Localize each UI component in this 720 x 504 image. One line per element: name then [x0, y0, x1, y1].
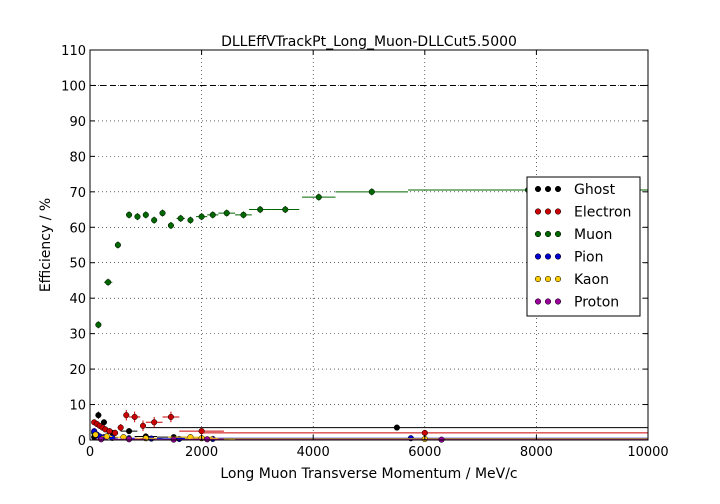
legend-marker — [534, 253, 542, 260]
data-point — [95, 412, 102, 419]
data-point — [112, 429, 119, 436]
data-point — [142, 211, 149, 218]
legend-marker — [544, 230, 552, 238]
legend-marker — [554, 230, 562, 238]
x-axis-label: Long Muon Transverse Momentum / MeV/c — [220, 466, 517, 482]
x-tick-label: 4000 — [297, 445, 330, 460]
data-point — [134, 213, 141, 220]
data-point — [393, 424, 400, 431]
data-point — [139, 422, 147, 429]
y-tick-label: 0 — [78, 434, 86, 449]
y-tick-label: 90 — [69, 115, 86, 130]
data-point — [167, 413, 174, 421]
data-point — [117, 424, 124, 431]
data-point — [257, 206, 264, 213]
legend-box — [526, 176, 641, 317]
legend-marker — [554, 275, 562, 283]
data-point — [421, 429, 428, 436]
data-point — [198, 213, 205, 220]
x-tick-label: 8000 — [520, 445, 553, 460]
y-tick-label: 10 — [69, 399, 86, 414]
legend-marker — [554, 208, 562, 215]
legend-label: Kaon — [574, 272, 609, 288]
data-point — [103, 433, 110, 440]
x-tick-label: 10000 — [627, 445, 668, 460]
data-point — [209, 211, 216, 218]
y-tick-label: 100 — [61, 79, 86, 94]
data-point — [123, 412, 130, 419]
x-tick-label: 6000 — [408, 445, 441, 460]
series-layer — [91, 186, 648, 443]
data-point — [204, 436, 211, 443]
data-point — [167, 222, 174, 229]
data-point — [114, 241, 121, 249]
x-tick-label: 2000 — [185, 445, 218, 460]
y-tick-label: 30 — [69, 328, 86, 343]
y-tick-label: 110 — [61, 44, 86, 59]
y-tick-label: 20 — [69, 363, 86, 378]
legend-marker — [554, 253, 562, 260]
data-point — [315, 194, 322, 201]
legend-marker — [544, 185, 552, 193]
data-point — [131, 413, 138, 421]
data-point — [126, 211, 133, 218]
data-point — [126, 436, 133, 443]
legend-label: Pion — [574, 250, 603, 266]
legend-marker — [534, 275, 542, 283]
legend-marker — [534, 298, 542, 305]
y-tick-label: 40 — [69, 292, 86, 307]
legend-marker — [544, 298, 552, 305]
legend-label: Muon — [574, 227, 612, 243]
data-point — [159, 210, 166, 217]
legend-marker — [554, 185, 562, 193]
legend-marker — [544, 208, 552, 215]
data-point — [187, 217, 194, 224]
legend-label: Ghost — [574, 182, 616, 198]
legend-marker — [534, 185, 542, 193]
y-axis-label: Efficiency / % — [38, 198, 54, 292]
legend-label: Proton — [574, 295, 619, 311]
data-point — [151, 217, 158, 224]
legend-marker — [544, 253, 552, 260]
legend-marker — [544, 275, 552, 283]
data-point — [106, 428, 113, 435]
axis-ticks: 0 2000 4000 6000 8000 10000 0 10 20 30 40 50 60 70 80 9… — [61, 44, 669, 460]
legend-marker — [534, 208, 542, 215]
legend-marker — [554, 298, 562, 305]
data-point — [105, 279, 112, 286]
data-point — [282, 206, 289, 213]
plot-frame — [89, 49, 649, 441]
data-point — [151, 419, 158, 426]
data-point — [98, 436, 105, 443]
data-point — [368, 188, 375, 195]
y-tick-label: 60 — [69, 221, 86, 236]
data-point — [177, 215, 184, 222]
series-electron — [91, 409, 648, 437]
data-point — [240, 211, 247, 218]
y-tick-label: 50 — [69, 257, 86, 272]
y-tick-label: 80 — [69, 150, 86, 165]
data-point — [223, 210, 230, 217]
chart-title: DLLEffVTrackPt_Long_Muon-DLLCut5.5000 — [221, 34, 517, 50]
legend: Ghost Electron Muon Pion Kaon Proton — [526, 176, 641, 317]
y-tick-label: 70 — [69, 186, 86, 201]
x-tick-label: 0 — [86, 445, 94, 460]
data-point — [95, 321, 102, 328]
legend-marker — [534, 230, 542, 238]
data-point — [92, 431, 99, 438]
data-point — [126, 428, 133, 435]
legend-label: Electron — [574, 205, 631, 221]
